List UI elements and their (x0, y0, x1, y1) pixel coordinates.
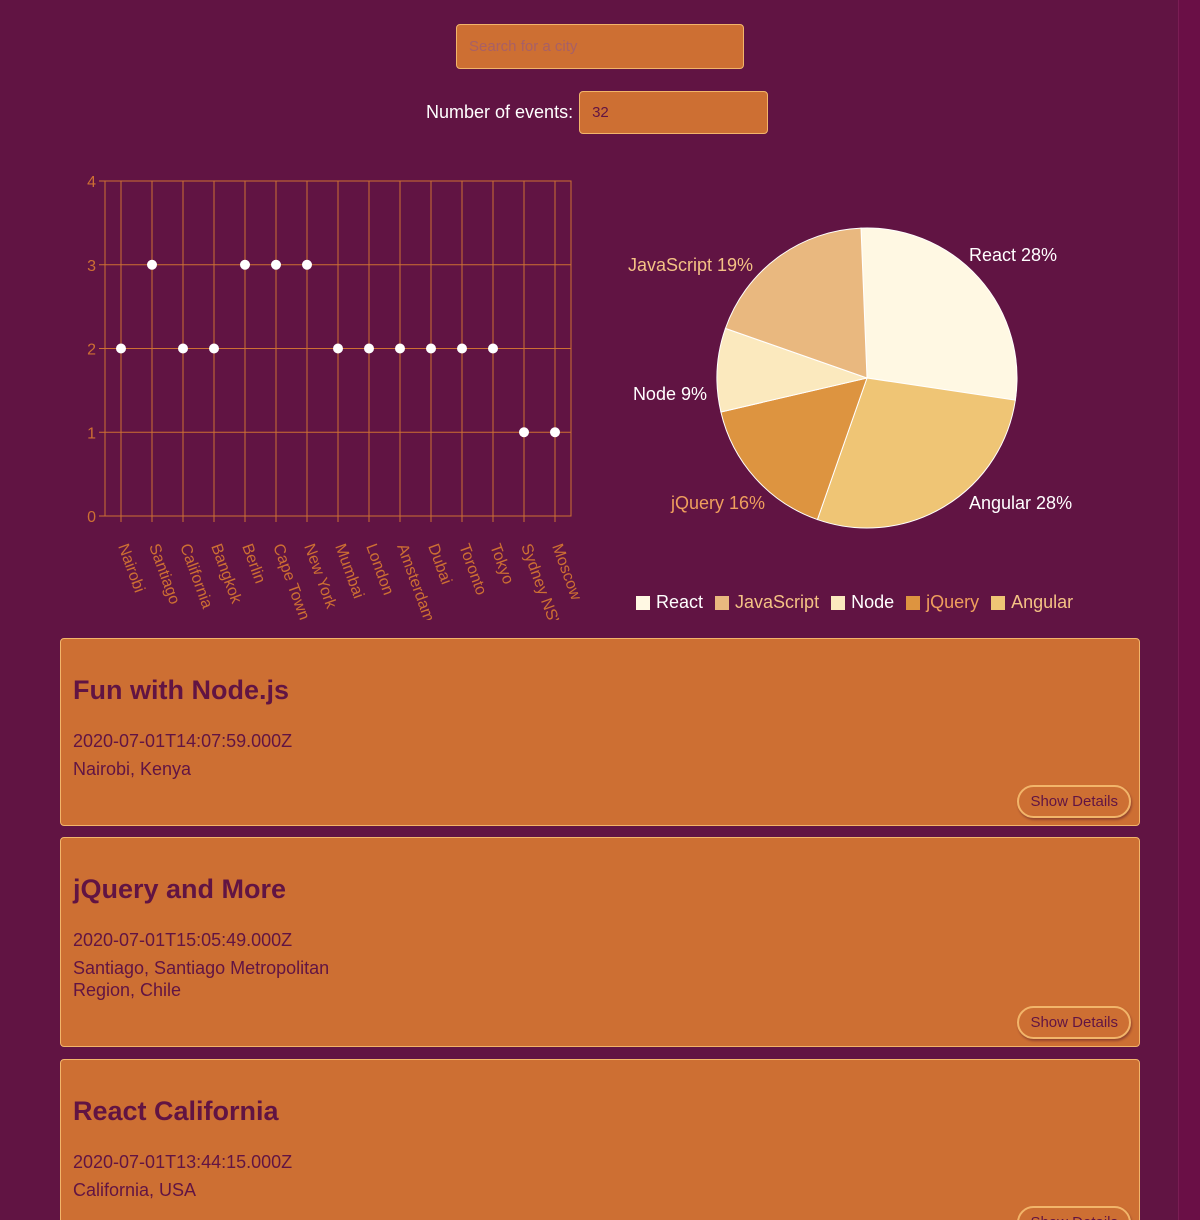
pie-legend: React JavaScript Node jQuery Angular (636, 592, 1085, 613)
show-details-button[interactable]: Show Details (1017, 785, 1131, 818)
y-tick-label: 1 (87, 425, 96, 442)
x-tick-label: Mumbai (331, 542, 366, 601)
y-tick-label: 2 (87, 342, 96, 359)
x-tick-label: Nairobi (114, 542, 147, 595)
city-search-input[interactable] (456, 24, 744, 69)
x-tick-label: Toronto (455, 542, 489, 598)
legend-item: Angular (991, 592, 1073, 613)
pie-slice (860, 227, 1018, 401)
legend-label: React (656, 592, 704, 612)
event-title: Fun with Node.js (73, 675, 289, 705)
data-point (519, 427, 529, 438)
legend-label: Node (851, 592, 895, 612)
x-tick-label: Moscow (548, 542, 584, 603)
y-tick-label: 3 (87, 258, 96, 275)
pie-slice-label: jQuery 16% (670, 493, 765, 513)
number-of-events-label: Number of events: (426, 102, 574, 122)
data-point (426, 343, 436, 354)
legend-swatch (906, 595, 921, 610)
data-point (271, 259, 281, 270)
legend-item: React (636, 592, 703, 613)
legend-item: jQuery (906, 592, 979, 613)
event-date: 2020-07-01T13:44:15.000Z (73, 1152, 293, 1172)
data-point (364, 343, 374, 354)
pie-slice-label: JavaScript 19% (628, 255, 753, 275)
page-scrollbar[interactable] (1178, 0, 1200, 1220)
legend-swatch (715, 595, 730, 610)
x-tick-label: London (362, 542, 396, 598)
city-search (456, 24, 744, 69)
genre-pie-chart: React 28% Angular 28% jQuery 16% Node 9% Jav… (628, 227, 1072, 529)
x-tick-label: Berlin (238, 542, 268, 586)
event-location: Santiago, Santiago Metropolitan Region, … (73, 958, 330, 1000)
event-card: jQuery and More 2020-07-01T15:05:49.000Z… (60, 837, 1140, 1047)
data-point (178, 343, 188, 354)
x-tick-label: Dubai (424, 542, 454, 587)
data-point (209, 343, 219, 354)
pie-slice (716, 327, 869, 413)
legend-item: JavaScript (715, 592, 819, 613)
legend-swatch (831, 595, 846, 610)
event-title: React California (73, 1096, 279, 1126)
y-tick-label: 4 (87, 174, 96, 191)
pie-slice-label: Node 9% (633, 384, 707, 404)
number-of-events: Number of events: (426, 91, 769, 134)
data-point (488, 343, 498, 354)
legend-label: Angular (1011, 592, 1074, 612)
event-title: jQuery and More (73, 874, 287, 904)
event-date: 2020-07-01T15:05:49.000Z (73, 930, 293, 950)
y-tick-label: 0 (87, 509, 96, 526)
event-location: California, USA (73, 1180, 197, 1200)
events-per-city-scatter-chart: 01234NairobiSantiagoCaliforniaBangkokBer… (87, 174, 584, 620)
legend-swatch (991, 595, 1006, 610)
data-point (333, 343, 343, 354)
pie-slice (724, 227, 868, 379)
number-of-events-input[interactable] (579, 91, 769, 134)
legend-label: jQuery (926, 592, 980, 612)
legend-label: JavaScript (735, 592, 820, 612)
pie-slice (720, 377, 868, 521)
data-point (116, 343, 126, 354)
pie-slice-label: Angular 28% (969, 493, 1072, 513)
event-date: 2020-07-01T14:07:59.000Z (73, 731, 293, 751)
data-point (240, 259, 250, 270)
event-card: React California 2020-07-01T13:44:15.000… (60, 1059, 1140, 1220)
data-point (395, 343, 405, 354)
x-tick-label: Santiago (145, 542, 183, 607)
event-location: Nairobi, Kenya (73, 759, 192, 779)
data-point (457, 343, 467, 354)
event-card: Fun with Node.js 2020-07-01T14:07:59.000… (60, 638, 1140, 826)
show-details-button[interactable]: Show Details (1017, 1206, 1131, 1220)
show-details-button[interactable]: Show Details (1017, 1006, 1131, 1039)
data-point (147, 259, 157, 270)
legend-item: Node (831, 592, 894, 613)
data-point (550, 427, 560, 438)
legend-swatch (636, 595, 650, 610)
pie-slice-label: React 28% (969, 245, 1057, 265)
data-point (302, 259, 312, 270)
pie-slice (816, 377, 1016, 529)
charts-area: 01234NairobiSantiagoCaliforniaBangkokBer… (87, 174, 1072, 620)
x-tick-label: Tokyo (486, 542, 516, 587)
